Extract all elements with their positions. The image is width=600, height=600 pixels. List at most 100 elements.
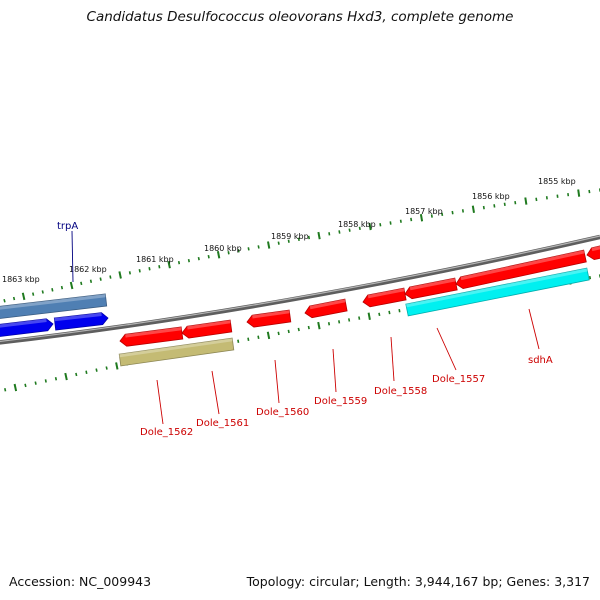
gene-sdha-body <box>405 267 590 317</box>
minor-tick <box>177 260 181 265</box>
major-tick <box>167 260 171 269</box>
scale-label: 1858 kbp <box>338 220 376 229</box>
minor-tick <box>44 379 47 383</box>
minor-tick <box>207 254 210 259</box>
minor-tick <box>12 296 16 301</box>
minor-tick <box>358 226 361 231</box>
gene-olive <box>118 337 235 367</box>
minor-tick <box>257 335 260 340</box>
minor-tick <box>348 228 351 232</box>
gene-label: Dole_1558 <box>374 386 427 397</box>
minor-tick <box>89 279 93 283</box>
gene-red-large-body <box>455 249 587 290</box>
gene-sdha-highlight <box>405 268 588 308</box>
scale-label: 1857 kbp <box>405 207 443 216</box>
scale-label: 1863 kbp <box>2 275 40 284</box>
minor-tick <box>60 285 64 290</box>
blue-gene-right-body <box>53 312 109 331</box>
scale-label: 1856 kbp <box>472 192 510 201</box>
gene-label-leader <box>274 359 280 404</box>
genome-summary: Topology: circular; Length: 3,944,167 bp… <box>246 574 590 589</box>
minor-tick <box>3 299 6 303</box>
major-tick <box>367 312 371 320</box>
gene-olive-highlight <box>119 338 233 358</box>
genome-backbone-highlight <box>0 235 600 343</box>
minor-tick <box>257 245 260 249</box>
scale-label: 1861 kbp <box>136 255 174 264</box>
major-tick <box>21 292 26 301</box>
map-title: Candidatus Desulfococcus oleovorans Hxd3… <box>86 9 514 25</box>
minor-tick <box>41 290 44 294</box>
minor-tick <box>451 210 454 215</box>
gene-red-edge-body <box>586 245 600 261</box>
minor-tick <box>247 337 250 342</box>
gene-dole-1562 <box>119 326 184 347</box>
trpA-gene <box>0 293 108 319</box>
gene-label-leader <box>436 327 457 371</box>
gene-label: sdhA <box>528 355 553 366</box>
minor-tick <box>482 205 485 210</box>
minor-tick <box>493 204 496 208</box>
gene-label-leader <box>211 370 220 415</box>
scale-label: 1859 kbp <box>271 232 309 241</box>
minor-tick <box>399 219 402 223</box>
outer-tick-track <box>3 188 600 303</box>
minor-tick <box>54 377 58 381</box>
accession-label: Accession: NC_009943 <box>9 574 152 589</box>
gene-dole-1557-highlight <box>409 278 456 291</box>
major-tick <box>267 241 271 249</box>
minor-tick <box>410 217 413 222</box>
gene-label-leader <box>156 379 164 425</box>
major-tick <box>118 271 122 279</box>
gene-olive-body <box>118 337 235 367</box>
gene-label-leader <box>71 230 74 283</box>
minor-tick <box>378 312 381 317</box>
major-tick <box>69 281 74 290</box>
gene-label: Dole_1561 <box>196 418 249 429</box>
minor-tick <box>95 368 98 372</box>
gene-dole-1562-highlight <box>125 327 182 338</box>
gene-dole-1558-highlight <box>367 288 405 299</box>
major-tick <box>317 321 321 330</box>
minor-tick <box>297 237 300 242</box>
minor-tick <box>348 318 351 322</box>
minor-tick <box>514 200 517 205</box>
gene-red-edge-highlight <box>591 245 600 252</box>
gene-label: Dole_1562 <box>140 427 193 438</box>
minor-tick <box>398 308 401 313</box>
blue-gene-left-highlight <box>0 318 47 328</box>
minor-tick <box>75 372 78 377</box>
minor-tick <box>32 292 35 296</box>
minor-tick <box>328 232 331 236</box>
trpA-gene-body <box>0 293 108 319</box>
minor-tick <box>247 247 250 251</box>
major-tick <box>266 331 271 340</box>
minor-tick <box>297 327 300 332</box>
minor-tick <box>338 230 341 234</box>
major-tick <box>577 189 581 197</box>
major-tick <box>368 222 372 231</box>
minor-tick <box>430 214 433 218</box>
scale-label: 1862 kbp <box>69 265 107 274</box>
gene-sdha <box>405 267 590 317</box>
minor-tick <box>441 212 444 217</box>
major-tick <box>13 383 18 392</box>
minor-tick <box>85 370 88 375</box>
gene-red-large-highlight <box>460 250 585 281</box>
minor-tick <box>379 223 382 227</box>
minor-tick <box>237 249 240 253</box>
genome-backbone <box>0 234 600 345</box>
gene-dole-1561-highlight <box>187 320 231 330</box>
minor-tick <box>187 258 190 263</box>
minor-tick <box>99 277 102 281</box>
gene-label-leader <box>528 308 540 350</box>
gene-label: trpA <box>57 221 78 232</box>
minor-tick <box>388 310 391 315</box>
trpA-gene-highlight <box>0 294 106 310</box>
minor-tick <box>128 271 131 275</box>
scale-label: 1860 kbp <box>204 244 242 253</box>
minor-tick <box>197 256 200 261</box>
gene-dole-1560 <box>246 309 292 328</box>
minor-tick <box>109 275 112 279</box>
